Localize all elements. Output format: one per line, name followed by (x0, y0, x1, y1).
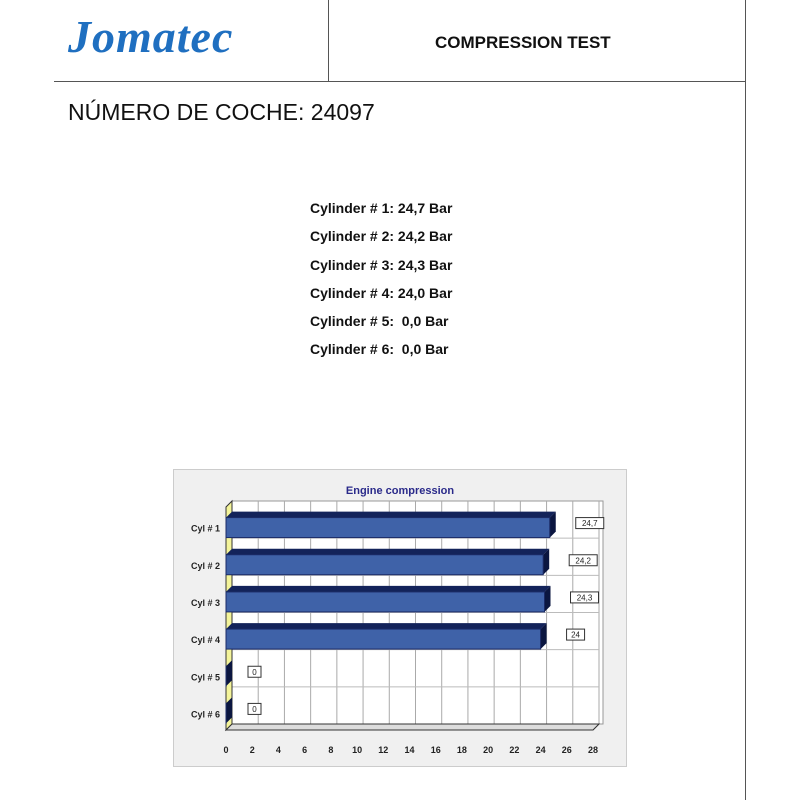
bar-side (540, 623, 547, 650)
data-label-box (247, 665, 262, 678)
result-line: Cylinder # 4: 24,0 Bar (310, 284, 453, 301)
result-line: Cylinder # 6: 0,0 Bar (310, 341, 449, 358)
data-label: 24,7 (582, 519, 598, 528)
x-tick-label: 10 (352, 745, 362, 755)
data-label: 0 (252, 668, 257, 677)
bar-top (226, 548, 550, 555)
bar (225, 517, 551, 539)
y-tick-label: Cyl # 6 (191, 709, 220, 719)
x-tick-label: 22 (509, 745, 519, 755)
x-tick-label: 8 (328, 745, 333, 755)
y-tick-label: Cyl # 4 (191, 635, 220, 645)
data-label-box (575, 517, 605, 530)
data-label-box (570, 591, 600, 604)
y-tick-label: Cyl # 1 (191, 524, 220, 534)
data-label-box (247, 702, 262, 715)
bar-side (544, 585, 551, 612)
bar (225, 554, 544, 576)
bar-side (549, 511, 556, 538)
bar-top (226, 585, 551, 592)
data-label-box (568, 554, 598, 567)
result-line: Cylinder # 3: 24,3 Bar (310, 256, 453, 273)
jomatec-logo: Jomatec (68, 11, 234, 62)
x-tick-label: 12 (378, 745, 388, 755)
data-label: 24,2 (575, 556, 591, 565)
x-tick-label: 18 (457, 745, 467, 755)
cylinder-results: Cylinder # 1: 24,7 Bar Cylinder # 2: 24,… (310, 199, 452, 369)
x-tick-label: 4 (276, 745, 281, 755)
result-line: Cylinder # 1: 24,7 Bar (310, 200, 453, 216)
y-tick-label: Cyl # 3 (191, 598, 220, 608)
bar-top (226, 511, 556, 518)
floor (224, 723, 601, 731)
x-tick-label: 6 (302, 745, 307, 755)
bar-side (226, 697, 232, 724)
result-line: Cylinder # 5: 0,0 Bar (310, 313, 449, 330)
bar-side (226, 660, 232, 687)
x-tick-label: 0 (223, 745, 228, 755)
bar-top (226, 623, 547, 630)
x-tick-label: 28 (588, 745, 598, 755)
bar-side (543, 548, 550, 575)
data-label: 0 (252, 705, 257, 714)
result-line: Cylinder # 2: 24,2 Bar (310, 228, 453, 245)
x-tick-label: 14 (404, 745, 414, 755)
x-tick-label: 20 (483, 745, 493, 755)
data-label-box (566, 628, 586, 641)
bar (225, 628, 542, 650)
y-tick-label: Cyl # 5 (191, 672, 220, 682)
data-label: 24 (571, 631, 580, 640)
bar (225, 591, 546, 613)
x-tick-label: 2 (250, 745, 255, 755)
header-divider (54, 81, 746, 82)
x-tick-label: 24 (536, 745, 546, 755)
chart-title: Engine compression (346, 485, 454, 497)
page-right-border (745, 0, 746, 800)
y-tick-label: Cyl # 2 (191, 561, 220, 571)
data-label: 24,3 (577, 593, 593, 602)
car-number: NÚMERO DE COCHE: 24097 (68, 99, 375, 125)
x-tick-label: 16 (431, 745, 441, 755)
x-tick-label: 26 (562, 745, 572, 755)
document-title: COMPRESSION TEST (435, 33, 611, 52)
header-column-divider (328, 0, 329, 81)
